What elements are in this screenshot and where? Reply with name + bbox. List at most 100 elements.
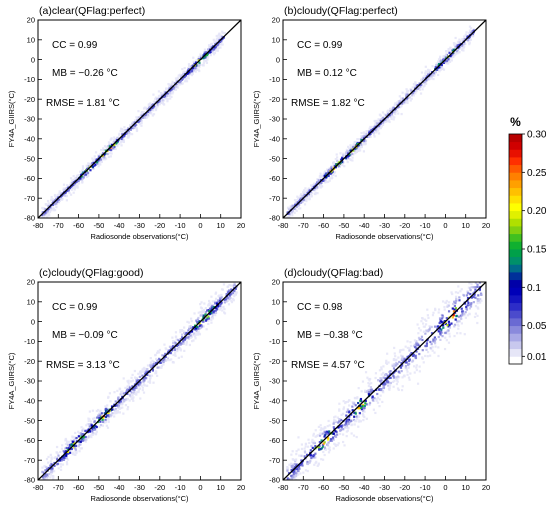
density-cell [140,119,143,122]
y-tick-label: -30 [24,115,35,124]
density-cell [468,29,472,32]
density-cell [231,292,234,295]
density-cell [437,60,440,64]
density-cell [61,444,64,447]
density-cell [453,300,456,303]
density-cell [70,443,74,446]
x-tick-label: 20 [237,221,245,230]
colorbar-swatch [509,295,522,304]
density-cell [462,46,465,49]
density-cell [457,44,460,47]
density-cell [380,368,383,371]
density-cell [101,152,105,155]
density-cell [462,294,466,297]
density-cell [50,466,53,470]
density-cell [203,53,206,56]
density-cell [129,124,132,127]
density-cell [362,143,365,146]
density-cell [466,314,469,317]
density-cell [458,299,461,302]
colorbar-swatch [509,333,522,342]
density-cell [441,314,444,317]
density-cell [428,328,431,331]
density-cell [397,370,400,373]
density-cell [401,355,404,358]
density-cell [46,210,49,213]
density-cell [424,323,428,326]
density-cell [437,325,440,328]
density-cell [107,415,110,418]
x-axis-label: Radiosonde observations(°C) [335,232,434,241]
density-cell [67,440,71,443]
density-cell [123,134,126,137]
density-cell [60,192,63,195]
colorbar-swatch [509,249,522,258]
density-cell [469,288,472,292]
density-cell [187,337,190,340]
density-cell [326,168,329,171]
density-cell [144,106,147,109]
density-cell [149,357,152,360]
density-cell [294,458,297,461]
density-cell [408,358,411,361]
density-cell [457,327,460,330]
density-cell [470,286,473,289]
density-cell [464,34,468,37]
density-cell [117,142,121,146]
density-cell [56,199,59,202]
density-cell [446,330,449,333]
density-cell [358,138,361,141]
density-cell [41,466,44,469]
density-cell [93,155,96,158]
density-cell [183,326,186,329]
density-cell [65,446,68,450]
density-cell [222,311,226,314]
density-cell [331,176,334,179]
density-cell [104,408,107,411]
density-cell [125,389,128,393]
density-cell [130,391,133,394]
density-cell [289,487,291,489]
density-cell [88,410,91,413]
density-cell [360,408,364,411]
density-cell [474,304,478,308]
density-cell [471,35,474,38]
density-cell [142,107,146,110]
density-cell [178,348,181,351]
density-cell [66,458,70,461]
density-cell [346,418,349,421]
density-cell [126,406,130,409]
density-cell [476,283,479,286]
density-cell [158,358,161,361]
density-cell [323,435,326,438]
density-cell [223,308,226,311]
density-cell [469,305,473,308]
density-cell [431,346,434,349]
density-cell [168,351,171,354]
density-cell [356,138,359,141]
density-cell [212,53,216,56]
density-cell [47,212,50,215]
density-cell [456,40,460,43]
density-cell [313,440,316,443]
density-cell [105,414,109,417]
y-tick-label: -30 [24,377,35,386]
density-cell [443,308,446,311]
density-cell [332,436,335,439]
density-cell [225,300,228,303]
density-cell [64,456,67,460]
density-cell [130,133,134,136]
density-cell [124,404,128,407]
density-cell [43,488,45,490]
density-cell [352,149,355,152]
density-cell [336,433,339,436]
density-cell [106,152,109,156]
density-cell [455,49,458,53]
density-cell [108,152,111,155]
density-cell [170,85,173,88]
density-cell [59,195,63,198]
density-cell [73,187,76,190]
density-cell [55,205,58,209]
density-cell [79,177,82,180]
density-cell [94,425,97,428]
